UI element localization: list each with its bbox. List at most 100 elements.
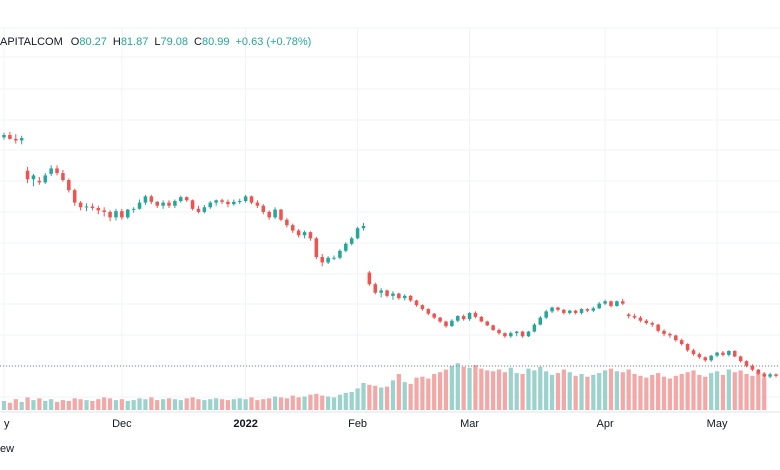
candle-body <box>55 168 59 174</box>
volume-bar <box>644 377 649 410</box>
candle-body <box>344 243 348 251</box>
volume-bar <box>54 401 60 410</box>
volume-bar <box>243 399 248 410</box>
volume-bar <box>756 372 761 410</box>
candle-body <box>84 206 89 208</box>
volume-bar <box>379 387 384 410</box>
x-tick-label: Feb <box>348 418 367 430</box>
candle-body <box>290 225 295 231</box>
volume-bar <box>697 374 702 410</box>
volume-bar <box>437 372 443 410</box>
candle-body <box>438 317 442 322</box>
candle-body <box>656 324 660 331</box>
volume-bar <box>13 399 18 410</box>
volume-bar <box>703 376 708 410</box>
volume-bar <box>390 380 396 410</box>
candle-body <box>226 201 230 205</box>
candle-body <box>261 205 266 212</box>
candle-body <box>550 307 554 312</box>
footer-label[interactable]: ew <box>0 443 15 455</box>
candle-body <box>621 301 625 304</box>
candle-body <box>49 168 53 174</box>
candle-body <box>697 354 702 358</box>
candle-body <box>167 202 171 206</box>
open-value: 80.27 <box>79 36 107 48</box>
candle-body <box>662 330 666 334</box>
volume-bar <box>667 378 673 410</box>
x-tick-label: May <box>707 418 728 430</box>
volume-bar <box>1 401 7 410</box>
candle-body <box>420 305 425 310</box>
symbol-label[interactable]: APITALCOM <box>0 36 63 48</box>
volume-bar <box>455 363 460 410</box>
volume-bar <box>320 395 325 410</box>
candle-body <box>308 232 313 239</box>
volume-bar <box>90 401 95 410</box>
volume-bar <box>178 400 183 410</box>
candle-body <box>721 352 725 355</box>
candle-body <box>14 138 18 141</box>
candle-body <box>385 290 389 296</box>
candle-body <box>379 290 383 293</box>
volume-bar <box>750 375 755 410</box>
candle-body <box>526 331 531 337</box>
candle-body <box>491 325 495 331</box>
candle-body <box>591 308 596 311</box>
candle-body <box>155 201 159 206</box>
volume-bar <box>255 400 260 410</box>
volume-bar <box>155 400 160 410</box>
low-value: 79.08 <box>160 36 188 48</box>
low-label: L <box>154 36 161 48</box>
candle-body <box>514 331 519 334</box>
candle-body <box>450 320 454 327</box>
volume-bar <box>326 396 331 410</box>
volume-bar <box>496 369 502 410</box>
volume-bar <box>66 401 71 410</box>
candle-body <box>544 311 548 318</box>
candle-body <box>509 333 513 337</box>
volume-bar <box>538 366 543 410</box>
candle-body <box>78 202 83 208</box>
x-tick-label: Apr <box>597 418 614 430</box>
volume-bar <box>225 400 231 410</box>
x-tick-label: Mar <box>460 418 479 430</box>
volume-bar <box>96 399 101 410</box>
volume-bar <box>426 378 431 410</box>
candle-body <box>2 135 6 138</box>
volume-bar <box>632 374 637 410</box>
candle-body <box>208 202 213 208</box>
volume-bar <box>673 375 678 410</box>
volume-bar <box>544 371 549 410</box>
volume-bar <box>231 399 236 410</box>
candle-body <box>114 211 118 218</box>
ohlc-legend: APITALCOM O 80.27 H 81.87 L 79.08 C 80.9… <box>0 29 420 55</box>
candle-body <box>650 323 655 325</box>
volume-bar <box>514 373 519 410</box>
volume-bar <box>160 399 166 410</box>
volume-bar <box>355 388 360 410</box>
volume-bar <box>361 383 366 410</box>
volume-bar <box>473 365 478 410</box>
candle-body <box>149 196 154 202</box>
volume-bar <box>720 374 726 410</box>
volume-bar <box>131 400 136 410</box>
volume-bar <box>149 397 154 410</box>
candle-body <box>61 173 65 181</box>
volume-bar <box>84 400 89 410</box>
high-value: 81.87 <box>120 36 149 48</box>
close-label: C <box>194 36 202 48</box>
candle-body <box>296 230 301 236</box>
volume-bar <box>738 370 743 410</box>
volume-bar <box>579 374 584 410</box>
volume-bar <box>25 397 30 410</box>
candle-body <box>762 373 766 377</box>
candle-body <box>67 180 71 191</box>
candle-body <box>756 369 761 374</box>
candle-body <box>196 208 201 212</box>
volume-bar <box>267 398 272 410</box>
candle-body <box>108 211 112 218</box>
candle-body <box>302 232 307 236</box>
volume-bar <box>49 399 54 410</box>
